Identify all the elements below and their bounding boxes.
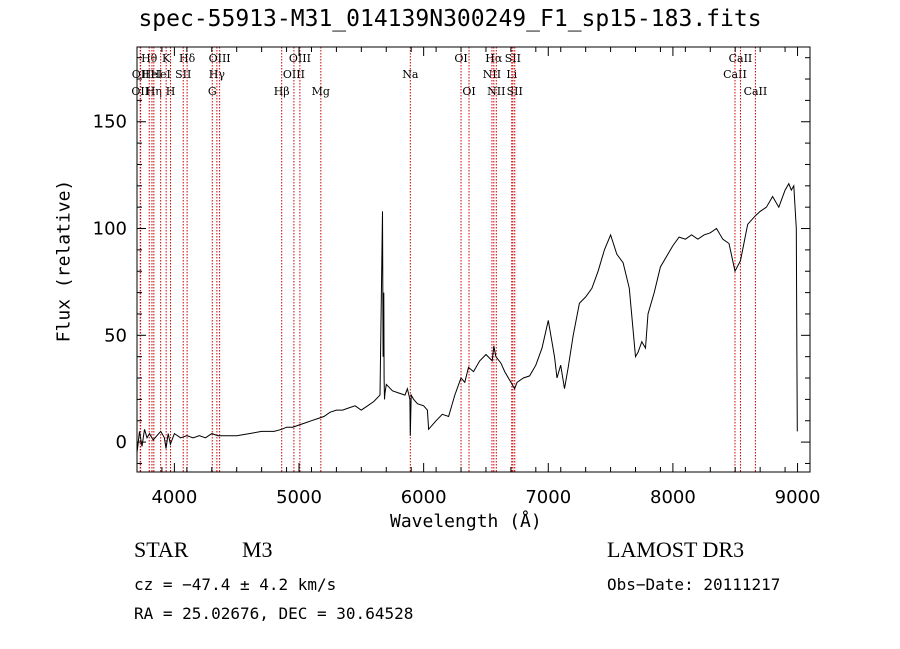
- line-marker-label: Li: [506, 68, 517, 81]
- line-marker-label: K: [162, 52, 171, 65]
- line-marker-label: Hα: [485, 52, 503, 65]
- line-marker-label: CaII: [729, 52, 753, 65]
- y-tick-label: 0: [116, 432, 127, 453]
- line-marker-label: OII: [132, 68, 150, 81]
- x-tick-label: 5000: [276, 487, 322, 508]
- x-tick-label: 8000: [650, 487, 696, 508]
- line-marker-label: Hη: [146, 85, 162, 98]
- plot-frame: [136, 46, 811, 473]
- line-marker-label: CaII: [744, 85, 768, 98]
- line-marker-label: OIII: [289, 52, 311, 65]
- x-tick-label: 7000: [525, 487, 571, 508]
- observation-date: Obs−Date: 20111217: [607, 575, 781, 594]
- line-marker-label: Hβ: [274, 85, 290, 98]
- line-marker-label: SII: [175, 68, 191, 81]
- redshift-cz: cz = −47.4 ± 4.2 km/s: [134, 575, 337, 594]
- line-marker-label: HeI: [150, 68, 170, 81]
- x-tick-label: 6000: [401, 487, 447, 508]
- line-marker-label: Mg: [312, 85, 330, 98]
- line-marker-label: NII: [487, 85, 505, 98]
- line-marker-label: Hθ: [141, 52, 158, 65]
- x-tick-label: 9000: [775, 487, 821, 508]
- line-marker-label: Na: [402, 68, 419, 81]
- line-marker-label: NII: [483, 68, 501, 81]
- line-marker-label: OIII: [209, 52, 231, 65]
- line-marker-label: OII: [131, 85, 149, 98]
- line-marker-label: OIII: [283, 68, 305, 81]
- x-axis-label: Wavelength (Å): [390, 511, 542, 532]
- chart-title: spec-55913-M31_014139N300249_F1_sp15-183…: [138, 6, 762, 32]
- spectrum-line: [136, 182, 798, 453]
- line-marker-label: HeI: [142, 68, 162, 81]
- object-class: STAR: [134, 537, 189, 562]
- survey-name: LAMOST DR3: [607, 537, 745, 562]
- line-marker-label: CaII: [723, 68, 747, 81]
- line-marker-label: G: [208, 85, 217, 98]
- line-marker-label: H: [166, 85, 176, 98]
- line-marker-label: Hδ: [179, 52, 196, 65]
- line-marker-label: Hγ: [209, 68, 226, 81]
- y-axis-label: Flux (relative): [53, 179, 75, 343]
- y-tick-label: 150: [93, 112, 127, 133]
- line-marker-label: OI: [462, 85, 475, 98]
- line-marker-label: SII: [505, 52, 521, 65]
- line-marker-label: OI: [454, 52, 467, 65]
- x-tick-label: 4000: [151, 487, 197, 508]
- y-tick-label: 50: [104, 325, 127, 346]
- ra-dec: RA = 25.02676, DEC = 30.64528: [134, 604, 414, 623]
- line-marker-label: SII: [507, 85, 523, 98]
- object-subclass: M3: [242, 537, 273, 562]
- y-tick-label: 100: [93, 219, 127, 240]
